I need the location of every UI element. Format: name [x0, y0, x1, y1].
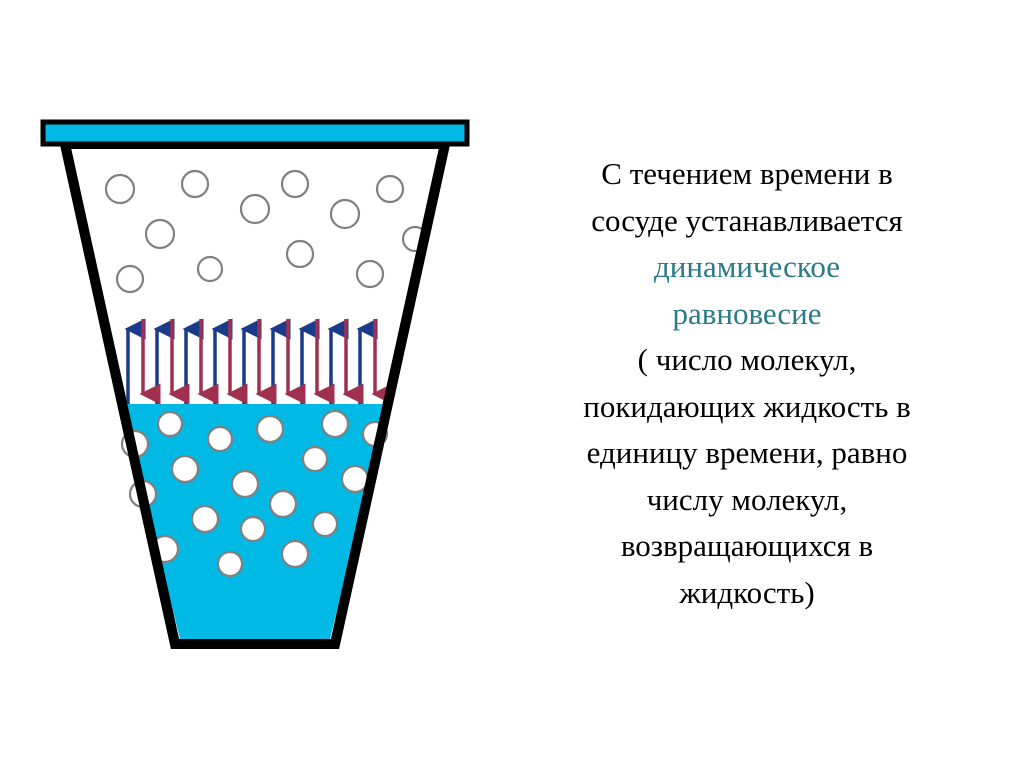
text-highlight-1: динамическое [510, 244, 984, 291]
text-line-4: покидающих жидкость в [510, 384, 984, 431]
diagram-column [20, 104, 490, 664]
text-line-3: ( число молекул, [510, 337, 984, 384]
text-line-8: жидкость) [510, 570, 984, 617]
text-line-6: числу молекул, [510, 477, 984, 524]
slide-container: С течением времени в сосуде устанавливае… [0, 104, 1024, 664]
text-line-1: С течением времени в [510, 151, 984, 198]
text-column: С течением времени в сосуде устанавливае… [490, 151, 1004, 616]
text-highlight-2: равновесие [510, 291, 984, 338]
text-line-5: единицу времени, равно [510, 430, 984, 477]
text-line-7: возвращающихся в [510, 523, 984, 570]
evaporation-diagram [35, 104, 475, 664]
text-line-2: сосуде устанавливается [510, 198, 984, 245]
